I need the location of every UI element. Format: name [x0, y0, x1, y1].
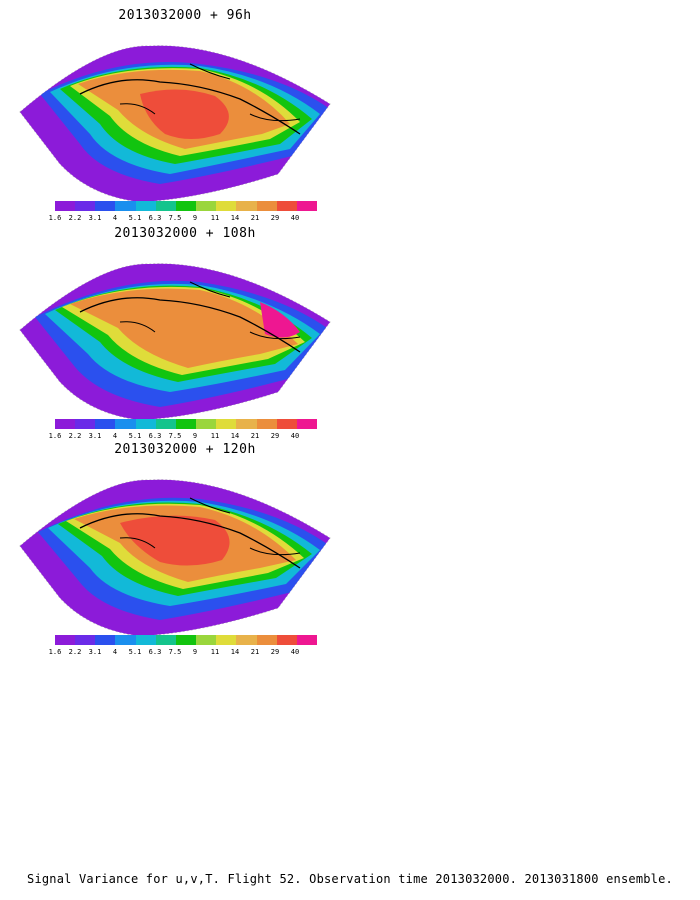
colorbar-swatch: [95, 201, 116, 211]
colorbar-swatch: [256, 635, 277, 645]
colorbar-label: 4: [112, 432, 118, 440]
colorbar-label: 29: [270, 432, 280, 440]
colorbar-swatch: [55, 201, 76, 211]
colorbar-label: 21: [250, 214, 260, 222]
panel-title: 2013032000 + 120h: [114, 442, 256, 457]
colorbar-swatch: [236, 635, 257, 645]
colorbar-label: 6.3: [148, 648, 162, 656]
colorbar-labels: 1.6 2.2 3.1 4 5.1 6.3 7.5 9 11 14 21 29 …: [47, 648, 327, 658]
colorbar-swatch: [55, 635, 76, 645]
colorbar-swatch: [75, 635, 96, 645]
colorbar-swatch: [296, 635, 318, 645]
colorbar-swatch: [236, 419, 257, 429]
colorbar-label: 1.6: [48, 432, 62, 440]
colorbar-swatch: [196, 201, 217, 211]
colorbar-labels: 1.6 2.2 3.1 4 5.1 6.3 7.5 9 11 14 21 29 …: [47, 214, 327, 224]
colorbar-swatch: [216, 635, 237, 645]
colorbar: [55, 419, 318, 429]
colorbar-swatch: [175, 419, 197, 429]
colorbar-swatch: [75, 419, 96, 429]
colorbar-label: 11: [210, 432, 220, 440]
colorbar-label: 9: [192, 432, 198, 440]
colorbar-label: 1.6: [48, 648, 62, 656]
colorbar-swatch: [55, 419, 76, 429]
colorbar-label: 5.1: [128, 648, 142, 656]
colorbar-swatch: [296, 419, 318, 429]
variance-map: [19, 263, 331, 421]
colorbar-label: 3.1: [88, 214, 102, 222]
colorbar-swatch: [115, 419, 136, 429]
colorbar-label: 2.2: [68, 432, 82, 440]
panel-title: 2013032000 + 96h: [118, 8, 252, 23]
colorbar-swatch: [276, 419, 297, 429]
colorbar-swatch: [256, 419, 277, 429]
colorbar-label: 21: [250, 648, 260, 656]
colorbar-label: 1.6: [48, 214, 62, 222]
colorbar-swatch: [95, 419, 116, 429]
colorbar-label: 29: [270, 214, 280, 222]
colorbar-label: 2.2: [68, 648, 82, 656]
colorbar-label: 11: [210, 648, 220, 656]
colorbar-swatch: [155, 201, 176, 211]
colorbar-label: 9: [192, 648, 198, 656]
colorbar-swatch: [75, 201, 96, 211]
colorbar-label: 14: [230, 432, 240, 440]
colorbar-label: 14: [230, 648, 240, 656]
colorbar-label: 5.1: [128, 432, 142, 440]
variance-map: [19, 479, 331, 637]
colorbar-label: 3.1: [88, 432, 102, 440]
colorbar-swatch: [95, 635, 116, 645]
colorbar-swatch: [175, 635, 197, 645]
variance-map: [19, 45, 331, 203]
colorbar-swatch: [276, 635, 297, 645]
colorbar-label: 40: [290, 432, 300, 440]
colorbar-swatch: [135, 635, 156, 645]
colorbar-swatch: [175, 201, 197, 211]
colorbar-label: 14: [230, 214, 240, 222]
colorbar-label: 7.5: [168, 648, 182, 656]
figure-caption: Signal Variance for u,v,T. Flight 52. Ob…: [27, 872, 673, 886]
colorbar-label: 5.1: [128, 214, 142, 222]
colorbar-swatch: [216, 419, 237, 429]
colorbar: [55, 201, 318, 211]
map-panel-96h: 2013032000 + 96h 1.6: [0, 8, 360, 228]
colorbar-swatch: [296, 201, 318, 211]
colorbar-swatch: [276, 201, 297, 211]
colorbar-swatch: [196, 635, 217, 645]
colorbar-label: 40: [290, 648, 300, 656]
colorbar-label: 9: [192, 214, 198, 222]
colorbar-label: 6.3: [148, 432, 162, 440]
colorbar-label: 4: [112, 214, 118, 222]
colorbar-label: 11: [210, 214, 220, 222]
colorbar-swatch: [135, 201, 156, 211]
colorbar-swatch: [216, 201, 237, 211]
map-panel-120h: 2013032000 + 120h 1.6: [0, 442, 360, 662]
colorbar-swatch: [115, 201, 136, 211]
colorbar-swatch: [236, 201, 257, 211]
colorbar-label: 29: [270, 648, 280, 656]
colorbar-label: 7.5: [168, 432, 182, 440]
colorbar-label: 2.2: [68, 214, 82, 222]
colorbar-swatch: [155, 635, 176, 645]
colorbar-label: 21: [250, 432, 260, 440]
colorbar-label: 3.1: [88, 648, 102, 656]
colorbar-swatch: [135, 419, 156, 429]
map-panel-108h: 2013032000 + 108h 1.6: [0, 226, 360, 446]
colorbar: [55, 635, 318, 645]
colorbar-swatch: [115, 635, 136, 645]
colorbar-label: 7.5: [168, 214, 182, 222]
colorbar-labels: 1.6 2.2 3.1 4 5.1 6.3 7.5 9 11 14 21 29 …: [47, 432, 327, 442]
colorbar-label: 4: [112, 648, 118, 656]
panel-title: 2013032000 + 108h: [114, 226, 256, 241]
colorbar-swatch: [256, 201, 277, 211]
colorbar-label: 40: [290, 214, 300, 222]
colorbar-label: 6.3: [148, 214, 162, 222]
colorbar-swatch: [155, 419, 176, 429]
colorbar-swatch: [196, 419, 217, 429]
